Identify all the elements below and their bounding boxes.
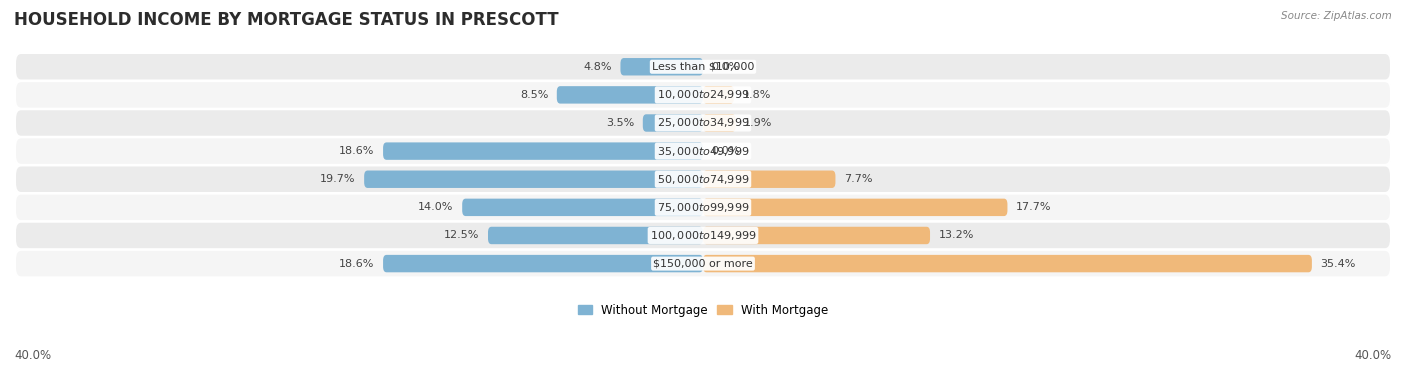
FancyBboxPatch shape xyxy=(15,222,1391,249)
Text: 18.6%: 18.6% xyxy=(339,146,374,156)
Text: $150,000 or more: $150,000 or more xyxy=(654,259,752,268)
Text: $10,000 to $24,999: $10,000 to $24,999 xyxy=(657,88,749,101)
FancyBboxPatch shape xyxy=(703,114,735,132)
Text: 14.0%: 14.0% xyxy=(418,202,454,212)
FancyBboxPatch shape xyxy=(463,199,703,216)
Text: 17.7%: 17.7% xyxy=(1017,202,1052,212)
FancyBboxPatch shape xyxy=(557,86,703,104)
Text: 8.5%: 8.5% xyxy=(520,90,548,100)
Text: 0.0%: 0.0% xyxy=(711,62,740,72)
Text: 1.9%: 1.9% xyxy=(744,118,773,128)
FancyBboxPatch shape xyxy=(703,199,1008,216)
FancyBboxPatch shape xyxy=(15,81,1391,109)
Text: $75,000 to $99,999: $75,000 to $99,999 xyxy=(657,201,749,214)
Text: 12.5%: 12.5% xyxy=(444,230,479,241)
FancyBboxPatch shape xyxy=(15,109,1391,137)
FancyBboxPatch shape xyxy=(382,143,703,160)
Text: HOUSEHOLD INCOME BY MORTGAGE STATUS IN PRESCOTT: HOUSEHOLD INCOME BY MORTGAGE STATUS IN P… xyxy=(14,11,558,29)
FancyBboxPatch shape xyxy=(364,170,703,188)
Text: $35,000 to $49,999: $35,000 to $49,999 xyxy=(657,145,749,158)
FancyBboxPatch shape xyxy=(15,53,1391,81)
Text: 40.0%: 40.0% xyxy=(14,349,51,362)
Text: 13.2%: 13.2% xyxy=(939,230,974,241)
Text: 3.5%: 3.5% xyxy=(606,118,634,128)
Text: 7.7%: 7.7% xyxy=(844,174,873,184)
FancyBboxPatch shape xyxy=(703,86,734,104)
Text: 40.0%: 40.0% xyxy=(1355,349,1392,362)
FancyBboxPatch shape xyxy=(703,227,929,244)
Text: Less than $10,000: Less than $10,000 xyxy=(652,62,754,72)
Text: $100,000 to $149,999: $100,000 to $149,999 xyxy=(650,229,756,242)
FancyBboxPatch shape xyxy=(15,193,1391,221)
FancyBboxPatch shape xyxy=(620,58,703,75)
FancyBboxPatch shape xyxy=(15,166,1391,193)
Text: 0.0%: 0.0% xyxy=(711,146,740,156)
Text: $25,000 to $34,999: $25,000 to $34,999 xyxy=(657,116,749,129)
FancyBboxPatch shape xyxy=(643,114,703,132)
FancyBboxPatch shape xyxy=(703,255,1312,272)
FancyBboxPatch shape xyxy=(488,227,703,244)
FancyBboxPatch shape xyxy=(703,170,835,188)
FancyBboxPatch shape xyxy=(15,250,1391,277)
FancyBboxPatch shape xyxy=(382,255,703,272)
Legend: Without Mortgage, With Mortgage: Without Mortgage, With Mortgage xyxy=(574,299,832,321)
FancyBboxPatch shape xyxy=(15,137,1391,165)
Text: 1.8%: 1.8% xyxy=(742,90,770,100)
Text: $50,000 to $74,999: $50,000 to $74,999 xyxy=(657,173,749,186)
Text: 18.6%: 18.6% xyxy=(339,259,374,268)
Text: 35.4%: 35.4% xyxy=(1320,259,1355,268)
Text: 19.7%: 19.7% xyxy=(321,174,356,184)
Text: 4.8%: 4.8% xyxy=(583,62,612,72)
Text: Source: ZipAtlas.com: Source: ZipAtlas.com xyxy=(1281,11,1392,21)
